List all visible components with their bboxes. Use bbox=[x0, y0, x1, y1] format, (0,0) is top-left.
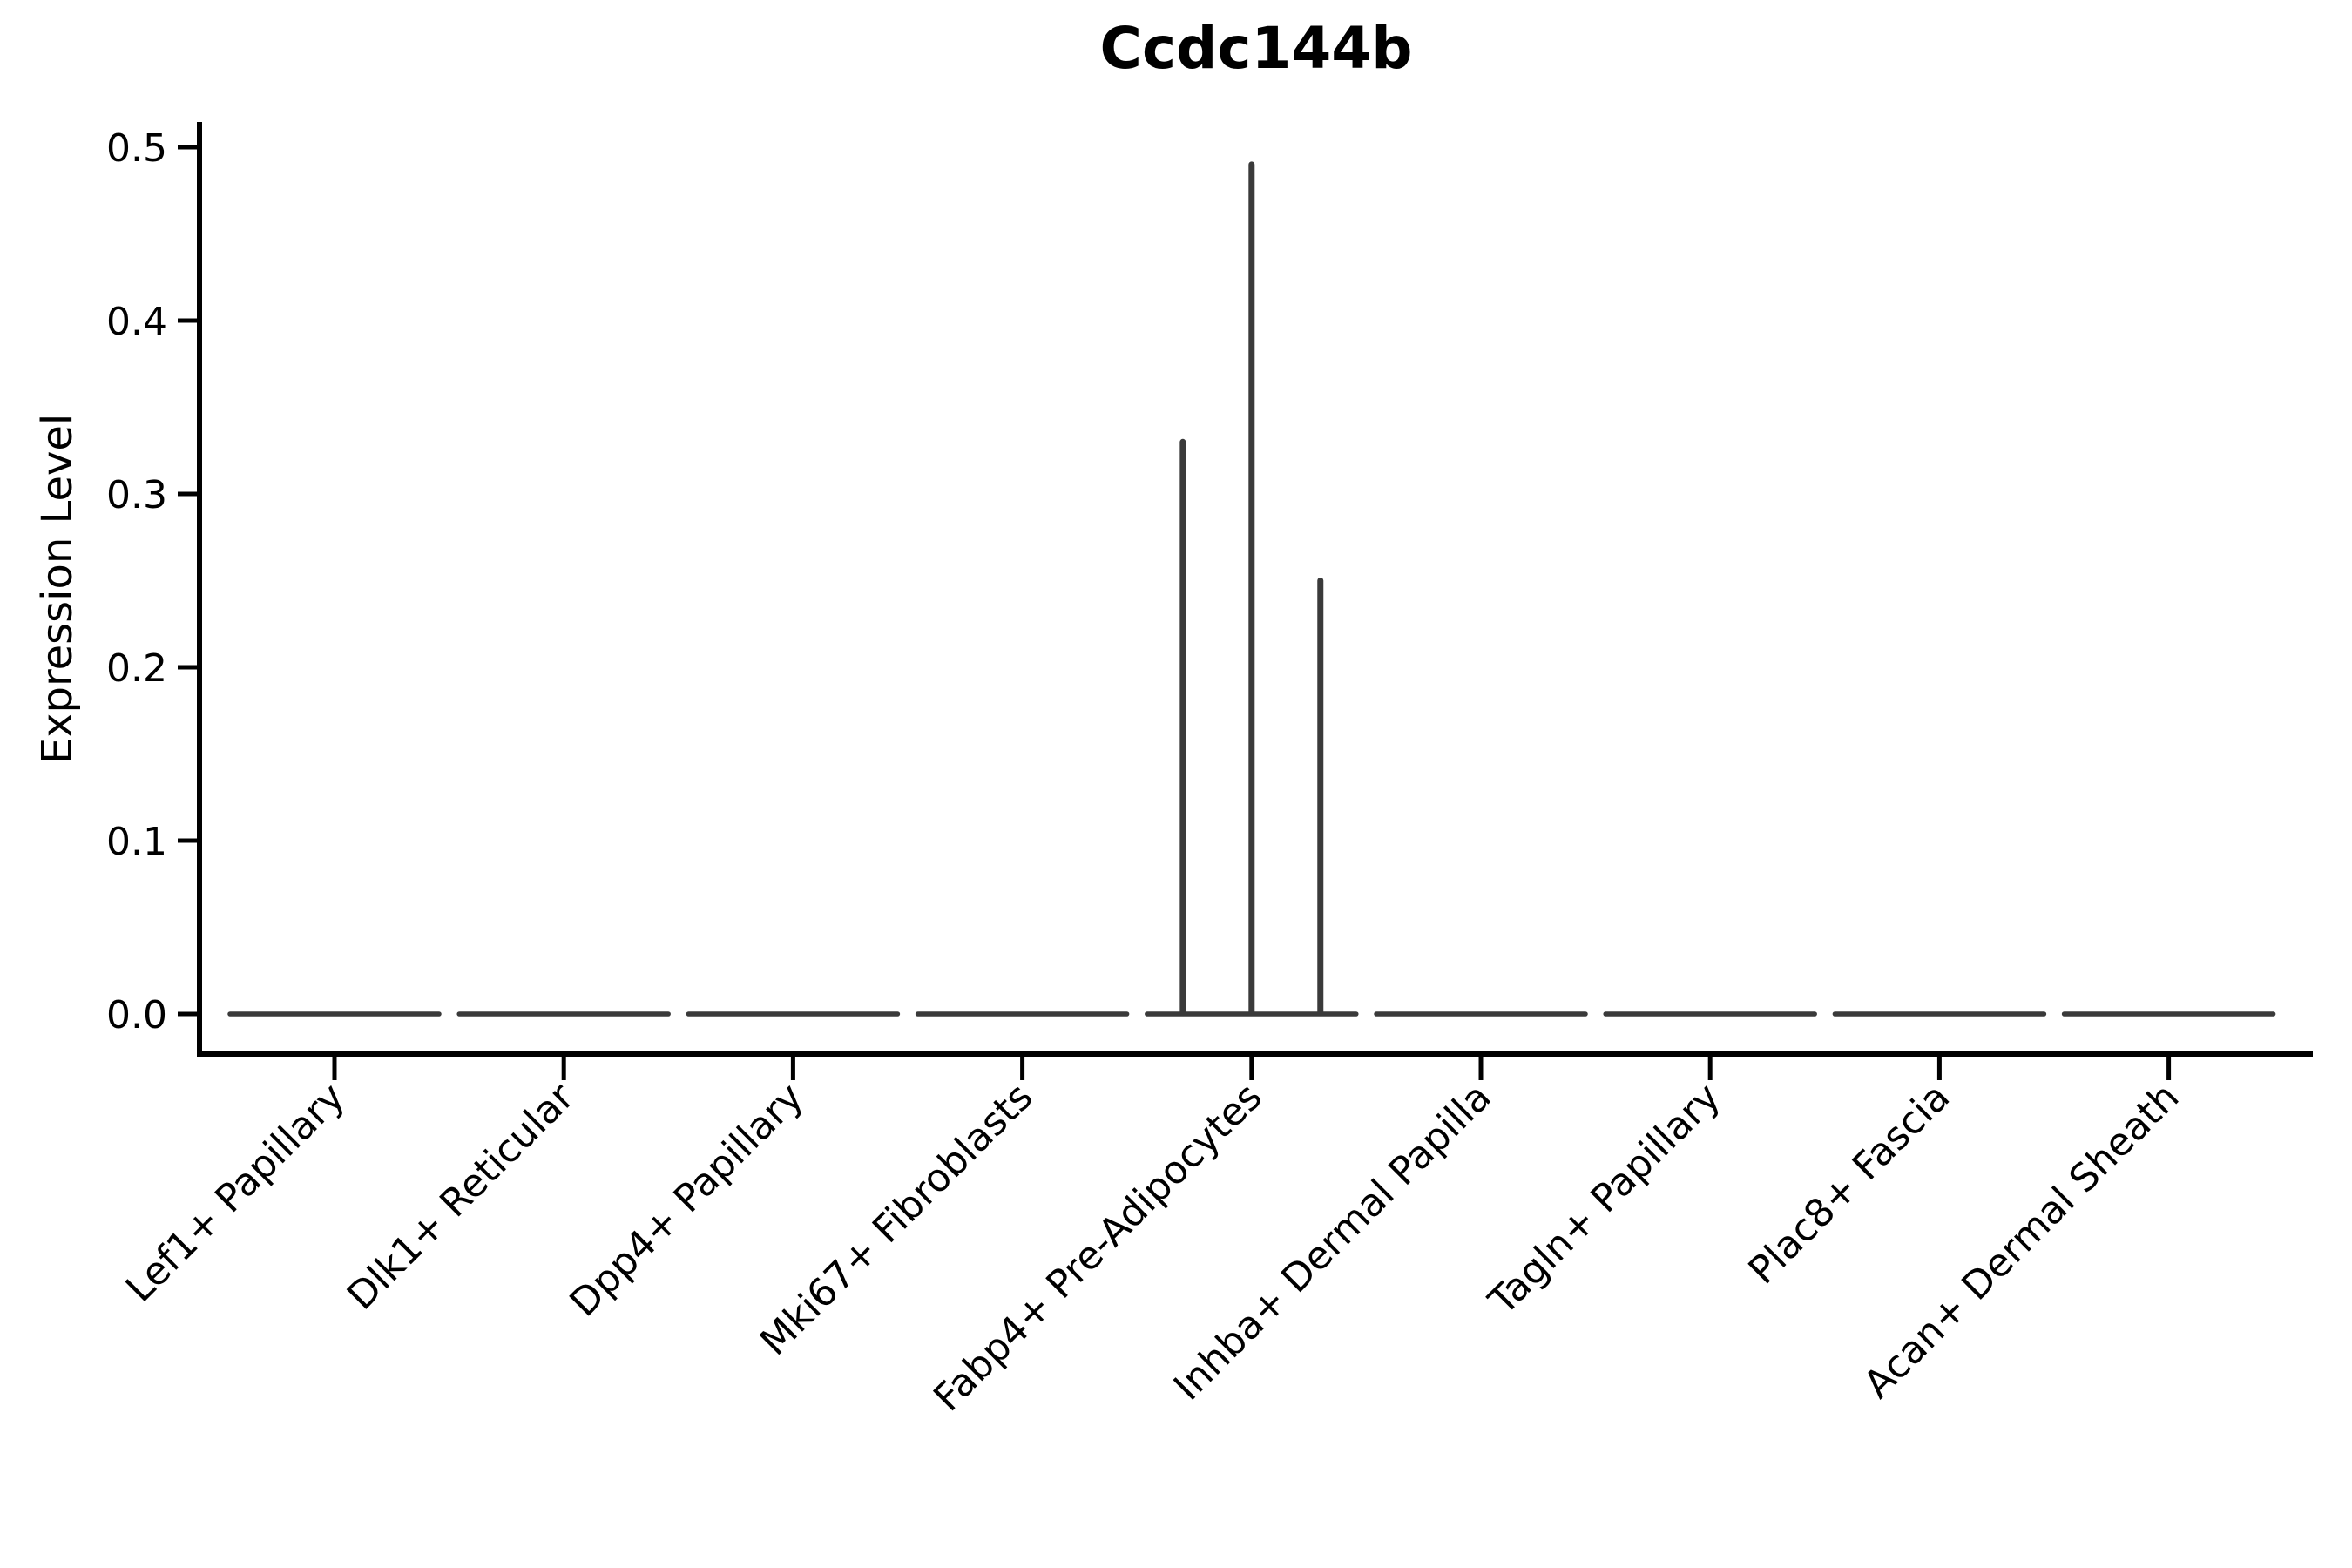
y-tick-label: 0.2 bbox=[106, 646, 167, 691]
y-tick-label: 0.5 bbox=[106, 126, 167, 171]
y-tick-label: 0.1 bbox=[106, 820, 167, 864]
chart-title: Ccdc144b bbox=[1100, 15, 1413, 82]
y-tick-label: 0.4 bbox=[106, 300, 167, 344]
y-tick-label: 0.0 bbox=[106, 993, 167, 1037]
x-category-label: Tagln+ Papillary bbox=[1480, 1075, 1729, 1324]
x-category-label: Plac8+ Fascia bbox=[1740, 1075, 1959, 1294]
x-category-label: Dlk1+ Reticular bbox=[339, 1074, 584, 1319]
x-category-label: Dpp4+ Papillary bbox=[562, 1075, 813, 1326]
y-tick-label: 0.3 bbox=[106, 473, 167, 517]
x-category-label: Lef1+ Papillary bbox=[118, 1075, 354, 1311]
y-axis-label: Expression Level bbox=[33, 414, 82, 765]
